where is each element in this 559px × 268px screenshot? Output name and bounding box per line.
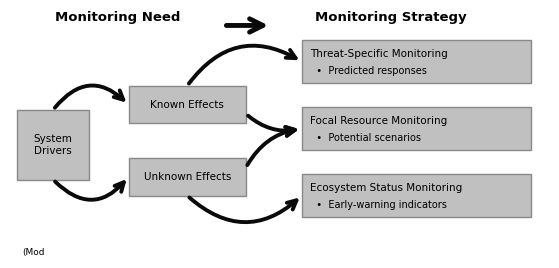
Text: Threat-Specific Monitoring: Threat-Specific Monitoring	[310, 49, 448, 59]
Text: Monitoring Strategy: Monitoring Strategy	[315, 11, 467, 24]
Text: •  Early-warning indicators: • Early-warning indicators	[310, 200, 447, 210]
Text: •  Potential scenarios: • Potential scenarios	[310, 133, 421, 143]
Text: Unknown Effects: Unknown Effects	[144, 172, 231, 182]
Text: Monitoring Need: Monitoring Need	[55, 11, 180, 24]
Text: Known Effects: Known Effects	[150, 99, 224, 110]
Text: Focal Resource Monitoring: Focal Resource Monitoring	[310, 116, 448, 126]
FancyBboxPatch shape	[129, 86, 246, 123]
Text: (Mod: (Mod	[22, 248, 45, 257]
FancyBboxPatch shape	[302, 107, 531, 150]
Text: •  Predicted responses: • Predicted responses	[310, 66, 427, 76]
Text: Ecosystem Status Monitoring: Ecosystem Status Monitoring	[310, 183, 462, 193]
FancyBboxPatch shape	[302, 174, 531, 217]
FancyBboxPatch shape	[129, 158, 246, 196]
FancyBboxPatch shape	[302, 40, 531, 83]
Text: System
Drivers: System Drivers	[34, 134, 73, 155]
FancyBboxPatch shape	[17, 110, 89, 180]
